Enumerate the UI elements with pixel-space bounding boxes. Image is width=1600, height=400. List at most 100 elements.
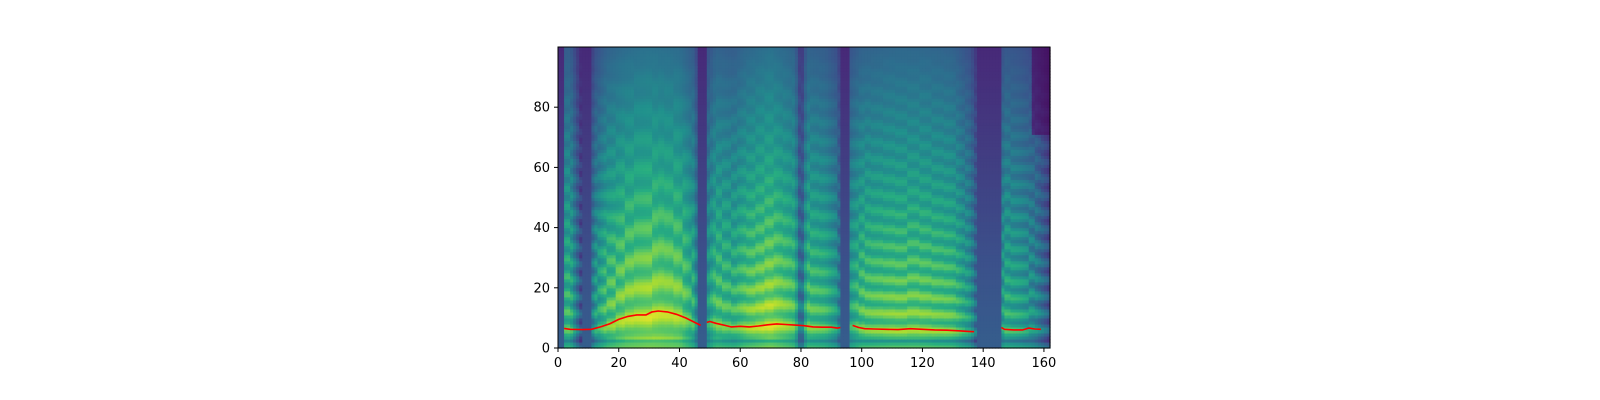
spectrogram-cell: [664, 329, 668, 334]
spectrogram-cell: [576, 62, 580, 66]
spectrogram-cell: [561, 110, 565, 114]
spectrogram-cell: [627, 134, 632, 138]
spectrogram-cell: [618, 200, 623, 205]
spectrogram-cell: [667, 266, 671, 271]
spectrogram-cell: [627, 140, 632, 144]
spectrogram-cell: [588, 107, 593, 111]
spectrogram-cell: [585, 179, 589, 184]
spectrogram-cell: [576, 167, 580, 172]
spectrogram-cell: [621, 332, 626, 337]
spectrogram-cell: [603, 170, 608, 175]
spectrogram-cell: [621, 263, 626, 268]
spectrogram-cell: [603, 188, 608, 193]
spectrogram-cell: [618, 101, 623, 105]
spectrogram-cell: [585, 155, 589, 159]
spectrogram-cell: [612, 335, 617, 340]
spectrogram-cell: [624, 212, 629, 217]
spectrogram-cell: [600, 173, 605, 178]
spectrogram-cell: [646, 224, 650, 229]
spectrogram-cell: [609, 170, 614, 175]
spectrogram-cell: [594, 257, 599, 262]
spectrogram-cell: [661, 95, 665, 99]
spectrogram-cell: [652, 185, 656, 190]
spectrogram-cell: [630, 284, 635, 289]
spectrogram-cell: [667, 326, 671, 331]
spectrogram-cell: [603, 272, 608, 277]
spectrogram-cell: [661, 104, 665, 108]
spectrogram-cell: [594, 290, 599, 295]
spectrogram-cell: [558, 92, 562, 96]
spectrogram-cell: [655, 326, 659, 331]
spectrogram-cell: [609, 77, 614, 81]
spectrogram-cell: [612, 188, 617, 193]
spectrogram-cell: [570, 77, 574, 81]
spectrogram-cell: [621, 245, 626, 250]
spectrogram-cell: [661, 320, 665, 325]
spectrogram-cell: [558, 305, 562, 310]
spectrogram-cell: [609, 101, 614, 105]
spectrogram-cell: [582, 332, 586, 337]
spectrogram-cell: [624, 290, 629, 295]
spectrogram-cell: [664, 254, 668, 259]
spectrogram-cell: [630, 110, 635, 114]
spectrogram-cell: [609, 71, 614, 75]
spectrogram-cell: [643, 110, 647, 114]
spectrogram-cell: [600, 326, 605, 331]
spectrogram-cell: [588, 89, 593, 93]
spectrogram-cell: [640, 236, 644, 241]
spectrogram-cell: [633, 200, 638, 205]
spectrogram-cell: [558, 116, 562, 120]
spectrogram-cell: [567, 329, 571, 334]
spectrogram-cell: [612, 173, 617, 178]
spectrogram-cell: [573, 239, 577, 244]
spectrogram-cell: [640, 164, 644, 168]
spectrogram-cell: [567, 185, 571, 190]
spectrogram-cell: [621, 221, 626, 226]
spectrogram-cell: [664, 344, 668, 349]
spectrogram-cell: [673, 248, 678, 253]
spectrogram-cell: [600, 179, 605, 184]
spectrogram-cell: [667, 155, 671, 159]
spectrogram-cell: [597, 260, 602, 265]
spectrogram-cell: [603, 152, 608, 156]
spectrogram-cell: [564, 296, 568, 301]
spectrogram-cell: [670, 263, 675, 268]
spectrogram-cell: [612, 179, 617, 184]
spectrogram-cell: [609, 344, 614, 349]
spectrogram-cell: [615, 293, 620, 298]
spectrogram-cell: [652, 245, 656, 250]
spectrogram-cell: [673, 230, 678, 235]
spectrogram-cell: [573, 158, 577, 162]
spectrogram-cell: [667, 227, 671, 232]
spectrogram-cell: [649, 167, 653, 172]
spectrogram-cell: [567, 158, 571, 162]
spectrogram-cell: [579, 317, 583, 322]
spectrogram-cell: [618, 68, 623, 72]
spectrogram-cell: [630, 113, 635, 117]
spectrogram-cell: [652, 89, 656, 93]
spectrogram-cell: [603, 218, 608, 223]
spectrogram-cell: [558, 182, 562, 187]
spectrogram-cell: [600, 110, 605, 114]
spectrogram-cell: [573, 149, 577, 153]
spectrogram-cell: [643, 92, 647, 96]
spectrogram-cell: [612, 176, 617, 181]
spectrogram-cell: [655, 338, 659, 343]
spectrogram-cell: [573, 152, 577, 156]
spectrogram-cell: [621, 341, 626, 346]
spectrogram-cell: [636, 122, 641, 126]
spectrogram-cell: [600, 296, 605, 301]
spectrogram-cell: [561, 335, 565, 340]
spectrogram-cell: [591, 74, 596, 78]
spectrogram-cell: [603, 110, 608, 114]
spectrogram-cell: [573, 185, 577, 190]
spectrogram-cell: [558, 128, 562, 132]
spectrogram-cell: [640, 65, 644, 69]
spectrogram-cell: [600, 206, 605, 211]
spectrogram-cell: [646, 206, 650, 211]
spectrogram-cell: [594, 176, 599, 181]
spectrogram-cell: [649, 281, 653, 286]
spectrogram-cell: [627, 209, 632, 214]
spectrogram-cell: [561, 284, 565, 289]
spectrogram-cell: [664, 131, 668, 135]
